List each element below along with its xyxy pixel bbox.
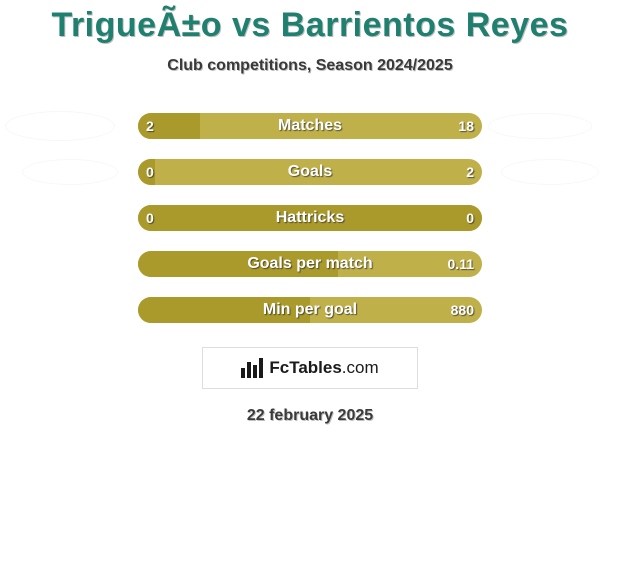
branding-light: .com (342, 358, 379, 377)
bar-chart-icon (241, 358, 263, 378)
bar-track (138, 297, 482, 323)
team-right-logo (489, 114, 591, 138)
page-title: TrigueÃ±o vs Barrientos Reyes (0, 0, 620, 45)
bar-left (138, 113, 200, 139)
team-left-logo (23, 160, 117, 184)
bar-track (138, 251, 482, 277)
bar-track (138, 159, 482, 185)
stat-row: Hattricks00 (0, 195, 620, 241)
bar-left (138, 205, 482, 231)
comparison-widget: TrigueÃ±o vs Barrientos Reyes Club compe… (0, 0, 620, 580)
team-right-logo (502, 160, 598, 184)
stat-row: Goals per match0.11 (0, 241, 620, 287)
bar-track (138, 205, 482, 231)
bar-left (138, 159, 155, 185)
bar-left (138, 251, 338, 277)
page-subtitle: Club competitions, Season 2024/2025 (0, 57, 620, 75)
stat-row: Goals02 (0, 149, 620, 195)
bar-left (138, 297, 310, 323)
team-left-logo (6, 112, 114, 140)
branding-bold: FcTables (269, 358, 341, 377)
chart-area: Matches218Goals02Hattricks00Goals per ma… (0, 103, 620, 333)
bar-track (138, 113, 482, 139)
stat-row: Matches218 (0, 103, 620, 149)
branding-text: FcTables.com (269, 358, 378, 378)
footer-date: 22 february 2025 (0, 407, 620, 425)
branding-box[interactable]: FcTables.com (202, 347, 418, 389)
stat-row: Min per goal880 (0, 287, 620, 333)
